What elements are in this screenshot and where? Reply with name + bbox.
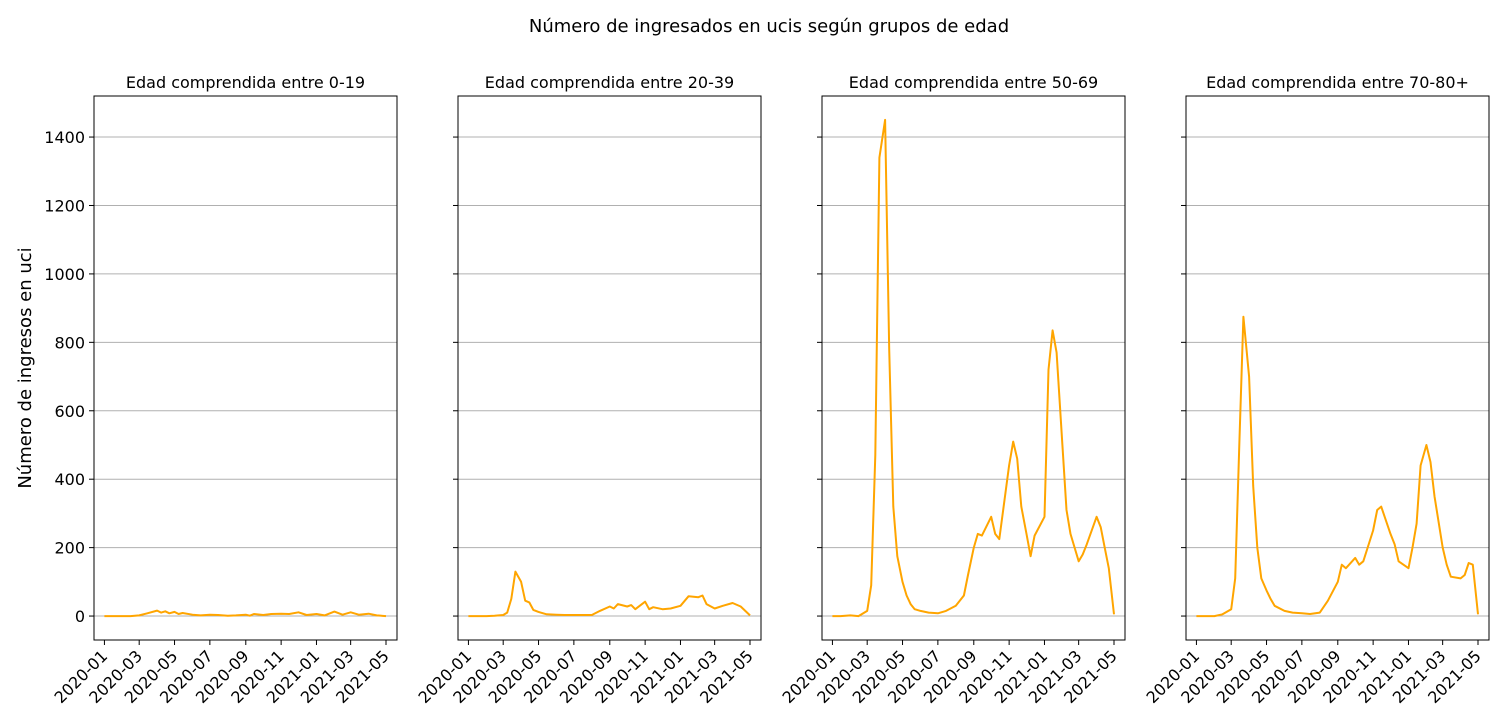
subplot-title: Edad comprendida entre 50-69 xyxy=(849,73,1098,92)
subplot-title: Edad comprendida entre 20-39 xyxy=(485,73,734,92)
subplot-3: 2020-012020-032020-052020-072020-092020-… xyxy=(779,73,1126,707)
subplot-title: Edad comprendida entre 70-80+ xyxy=(1206,73,1469,92)
series-line-1 xyxy=(1196,315,1479,618)
subplot-2: 2020-012020-032020-052020-072020-092020-… xyxy=(415,73,762,707)
axes-frame xyxy=(1185,95,1490,641)
y-tick-label: 0 xyxy=(75,607,85,626)
y-axis-label: Número de ingresos en uci xyxy=(15,247,36,488)
y-tick-label: 400 xyxy=(54,470,85,489)
axes-frame xyxy=(93,95,398,641)
y-tick-label: 1000 xyxy=(44,265,85,284)
subplot-1: 02004006008001000120014002020-012020-032… xyxy=(44,73,398,707)
axes-frame xyxy=(821,95,1126,641)
series-line-1 xyxy=(832,118,1115,618)
series-line-1 xyxy=(468,570,751,618)
y-tick-label: 800 xyxy=(54,333,85,352)
y-tick-label: 600 xyxy=(54,402,85,421)
figure-suptitle: Número de ingresados en ucis según grupo… xyxy=(529,16,1009,37)
y-tick-label: 200 xyxy=(54,539,85,558)
y-tick-label: 1200 xyxy=(44,196,85,215)
subplot-title: Edad comprendida entre 0-19 xyxy=(126,73,365,92)
subplot-4: 2020-012020-032020-052020-072020-092020-… xyxy=(1143,73,1490,707)
y-tick-label: 1400 xyxy=(44,128,85,147)
axes-frame xyxy=(457,95,762,641)
subplot-grid: 0 200 400 600 800 1000 1200 1400 2020-012020-032… xyxy=(44,73,1490,707)
series-line-1 xyxy=(104,609,387,618)
